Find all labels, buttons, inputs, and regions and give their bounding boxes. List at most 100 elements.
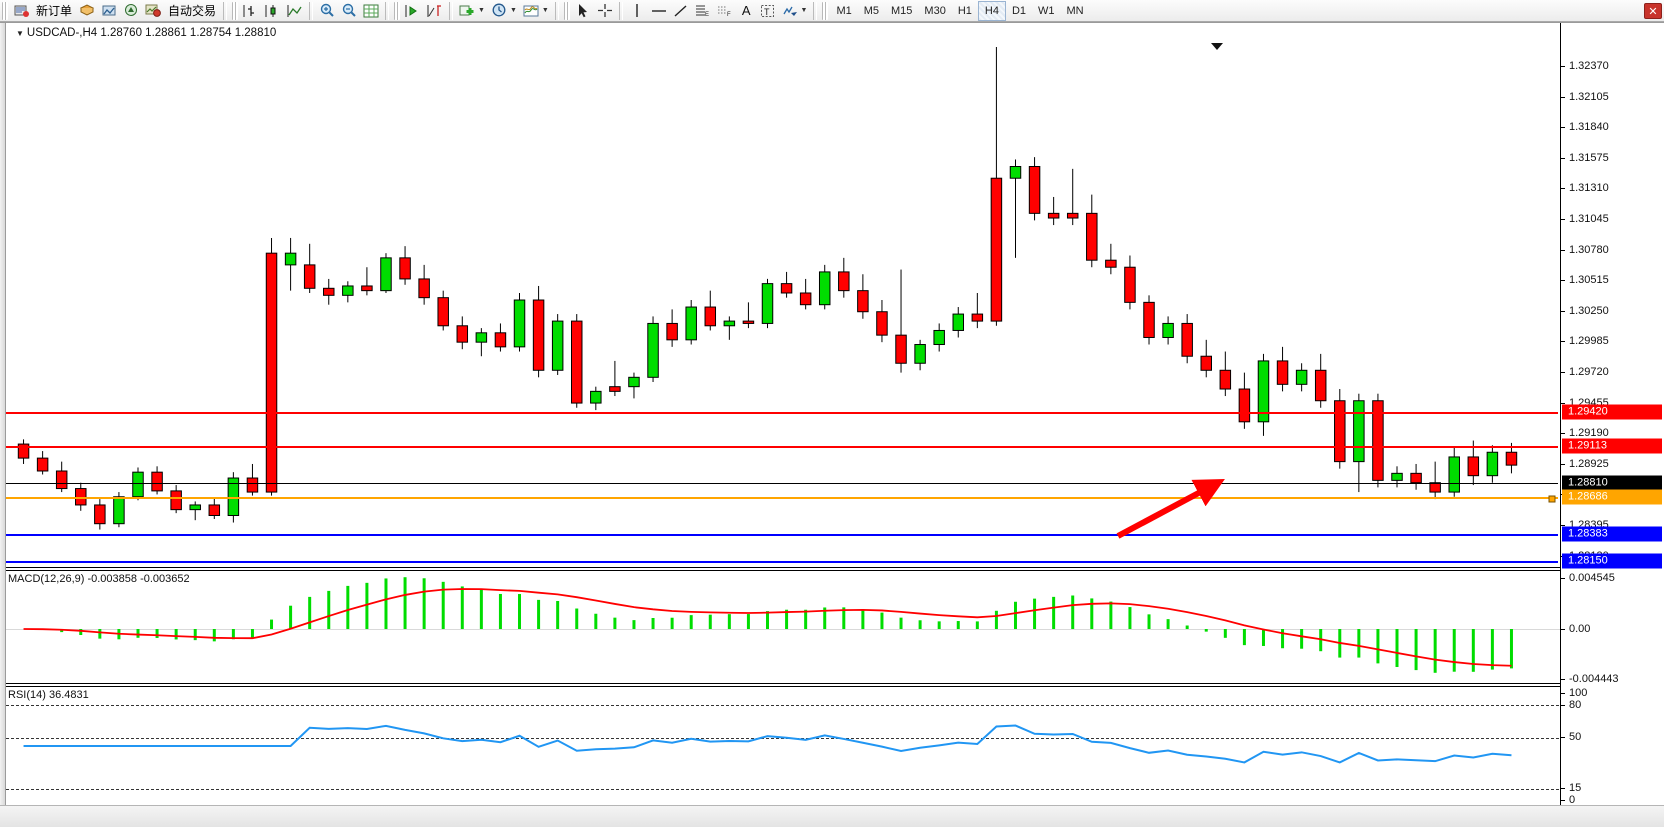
new-order-label[interactable]: 新订单 [36,4,73,18]
toolbar-separator-7 [813,1,818,20]
toolbar-separator-2 [309,1,314,20]
price-axis-tick: 1.32105 [1561,91,1609,103]
toolbar-separator-4 [449,1,454,20]
text-icon[interactable]: A [741,3,751,18]
price-line-current [6,483,1558,484]
price-axis-tick: 1.31310 [1561,182,1609,194]
price-axis-tick: 1.31575 [1561,152,1609,164]
bullish-arrow-annotation[interactable] [1112,478,1252,568]
text-label-icon[interactable]: T [757,1,779,21]
close-button[interactable]: ✕ [1644,2,1662,19]
rsi-axis-tick-80: 80 [1561,699,1581,711]
toolbar-separator-5 [554,1,559,20]
price-axis-tick: 1.30515 [1561,274,1609,286]
price-axis[interactable]: 1.32370 1.32105 1.31840 1.31575 1.31310 1.310… [1560,23,1664,806]
rsi-level-15 [6,789,1664,790]
new-order-icon[interactable] [10,1,32,21]
main-toolbar: 新订单 自动交易 [0,0,1664,22]
period-mn[interactable]: MN [1066,4,1084,17]
price-level-badge-bid-line[interactable]: 1.28686 [1562,489,1662,505]
toolbar-separator-3 [385,1,390,20]
macd-header: MACD(12,26,9) -0.003858 -0.003652 [8,573,190,585]
rsi-level-80 [6,705,1664,706]
chart-scroll-marker[interactable] [1211,43,1223,50]
price-pane[interactable]: ▼ USDCAD-,H4 1.28760 1.28861 1.28754 1.28… [6,23,1664,568]
rsi-axis-tick-50: 50 [1561,731,1581,743]
macd-axis-tick-max: 0.004545 [1561,572,1615,584]
period-m1[interactable]: M1 [836,4,852,17]
toolbar-grip-2[interactable] [232,1,239,20]
price-line-bid-handle[interactable] [1548,495,1556,503]
fibonacci-expansion-icon[interactable]: F [714,1,736,21]
macd-layer [23,577,1513,673]
zoom-in-icon[interactable] [316,1,338,21]
templates-dropdown-caret[interactable]: ▼ [541,7,549,14]
data-window-icon[interactable] [98,1,120,21]
horizontal-line-icon[interactable] [648,1,670,21]
strategy-tester-icon[interactable] [142,1,164,21]
bar-chart-icon[interactable] [240,1,262,21]
svg-text:T: T [764,7,770,17]
candlestick-chart-icon[interactable] [262,1,284,21]
price-line-bid[interactable] [6,495,1558,503]
status-bar [0,805,1664,827]
price-line-support-upper[interactable] [6,534,1558,536]
expert-advisors-icon[interactable] [76,1,98,21]
macd-axis-tick-zero: 0.00 [1561,623,1590,635]
toolbar-separator-6 [618,1,623,20]
rsi-layer [23,724,1512,764]
line-chart-icon[interactable] [284,1,306,21]
toolbar-grip-4[interactable] [563,1,570,20]
fibonacci-icon[interactable]: E [692,1,714,21]
period-clock-icon[interactable] [488,1,510,21]
period-d1[interactable]: D1 [1011,4,1027,17]
trendline-icon[interactable] [670,1,692,21]
chart-shift-icon[interactable] [424,1,446,21]
chart-area[interactable]: ▼ USDCAD-,H4 1.28760 1.28861 1.28754 1.28… [0,22,1664,827]
price-level-badge-support-upper[interactable]: 1.28383 [1562,526,1662,542]
toolbar-separator-1 [223,1,228,20]
svg-text:E: E [705,12,709,18]
toolbar-grip[interactable] [2,1,8,20]
toolbar-grip-3[interactable] [394,1,401,20]
crosshair-icon[interactable] [594,1,616,21]
templates-icon[interactable] [520,1,542,21]
cursor-icon[interactable] [572,1,594,21]
period-h1[interactable]: H1 [957,4,972,17]
add-indicator-icon[interactable] [456,1,478,21]
price-axis-tick: 1.30250 [1561,305,1609,317]
symbol-caret-icon[interactable]: ▼ [16,29,24,38]
period-h4[interactable]: H4 [977,0,1006,21]
price-line-resistance-upper[interactable] [6,412,1558,414]
period-m30[interactable]: M30 [924,4,946,17]
vertical-line-icon[interactable] [626,1,648,21]
toolbar-grip-5[interactable] [822,1,829,20]
symbol-header: ▼ USDCAD-,H4 1.28760 1.28861 1.28754 1.28… [16,27,276,39]
navigator-icon[interactable] [120,1,142,21]
symbol-header-text: USDCAD-,H4 1.28760 1.28861 1.28754 1.288… [26,27,277,39]
price-axis-tick: 1.29985 [1561,335,1609,347]
price-level-badge-resistance-lower[interactable]: 1.29113 [1562,438,1662,454]
macd-pane[interactable] [6,570,1664,684]
price-level-badge-resistance-upper[interactable]: 1.29420 [1562,404,1662,420]
price-axis-tick: 1.32370 [1561,60,1609,72]
auto-trading-label[interactable]: 自动交易 [168,4,217,18]
objects-dropdown-caret[interactable]: ▼ [800,7,808,14]
price-level-badge-current-price[interactable]: 1.28810 [1562,475,1662,491]
auto-scroll-icon[interactable] [402,1,424,21]
macd-axis-tick-min: -0.004443 [1561,673,1619,685]
zoom-out-icon[interactable] [338,1,360,21]
period-dropdown-caret[interactable]: ▼ [509,7,517,14]
price-axis-tick: 1.29720 [1561,366,1609,378]
candlestick-layer [17,47,1518,530]
period-m15[interactable]: M15 [891,4,913,17]
price-line-resistance-lower[interactable] [6,446,1558,448]
period-w1[interactable]: W1 [1038,4,1055,17]
period-m5[interactable]: M5 [863,4,880,17]
price-line-support-lower[interactable] [6,561,1558,563]
price-level-badge-support-lower[interactable]: 1.28150 [1562,553,1662,569]
grid-toggle-icon[interactable] [360,1,382,21]
objects-icon[interactable] [779,1,801,21]
add-indicator-dropdown-caret[interactable]: ▼ [478,7,485,14]
rsi-level-50 [6,738,1664,739]
